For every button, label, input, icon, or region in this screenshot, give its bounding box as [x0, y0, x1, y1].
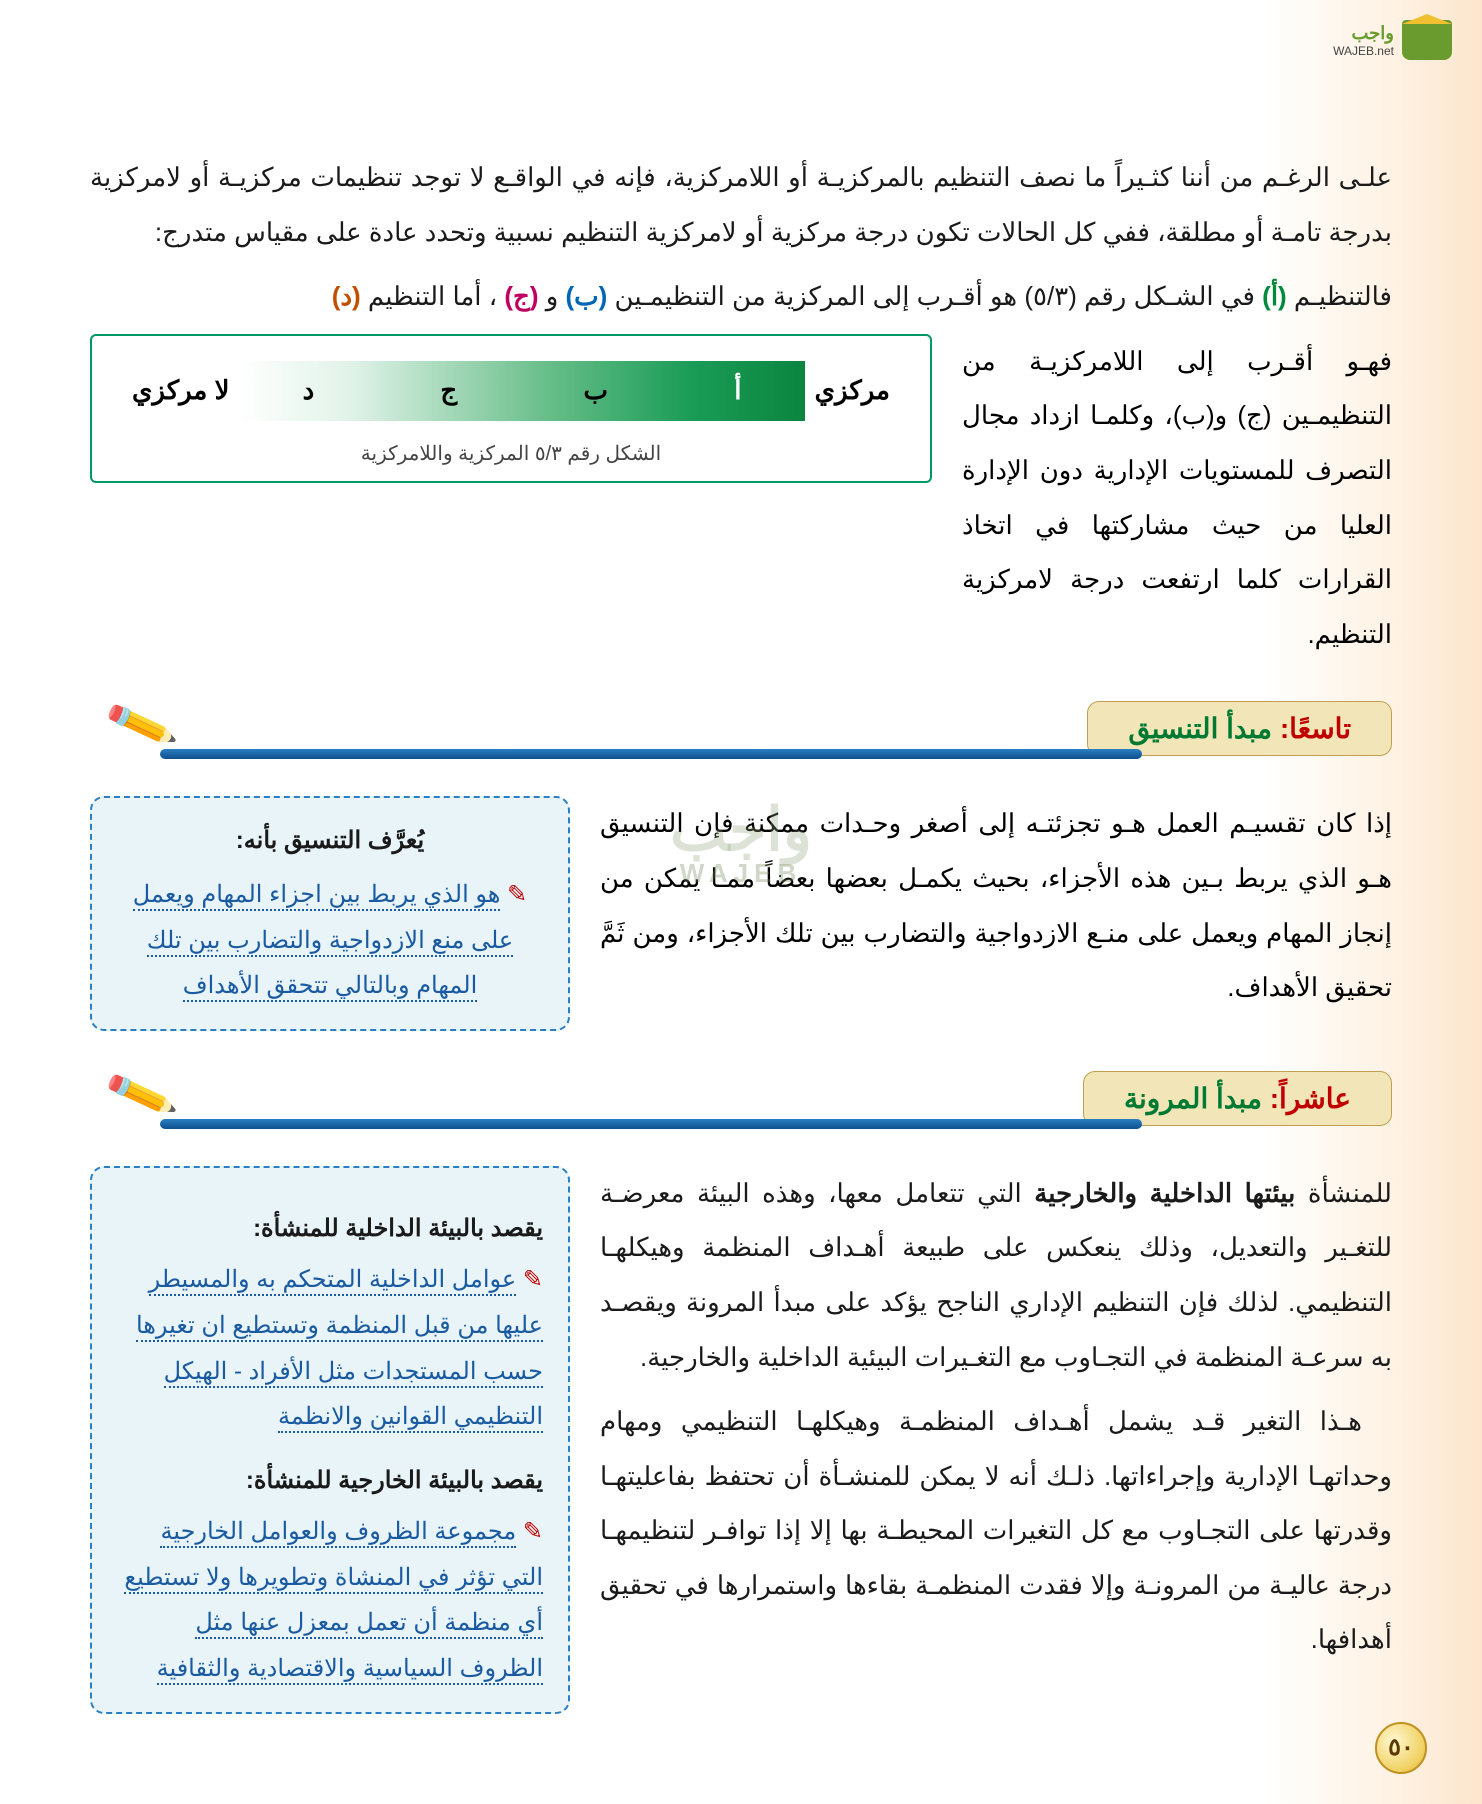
section-10-p1: للمنشأة بيئتها الداخلية والخارجية التي ت…	[600, 1166, 1392, 1384]
logo-brand-ar: واجب	[1352, 23, 1395, 43]
letter-c: ج	[440, 375, 457, 406]
label-c: (ج)	[504, 281, 538, 311]
content-area: علـى الرغـم من أننا كثـيراً ما نصف التنظ…	[90, 150, 1392, 1714]
section-10-note: يقصد بالبيئة الداخلية للمنشأة: ✎ عوامل ا…	[90, 1166, 570, 1714]
scale-bar: أ ب ج د	[239, 361, 804, 421]
separator-bar	[160, 749, 1142, 759]
letter-a: أ	[734, 375, 741, 406]
section-9-note: يُعرَّف التنسيق بأنه: ✎ هو الذي يربط بين…	[90, 796, 570, 1030]
brand-logo: واجب WAJEB.net	[1333, 20, 1452, 60]
scale-label-left: لا مركزي	[122, 375, 239, 406]
scale: مركزي أ ب ج د لا مركزي	[122, 361, 900, 421]
section-9-header: تاسعًا: مبدأ التنسيق ✏️	[90, 701, 1392, 771]
text: فالتنظيـم	[1287, 281, 1392, 311]
section-9-tab: تاسعًا: مبدأ التنسيق	[1087, 701, 1392, 756]
note-body-2: ✎ مجموعة الظروف والعوامل الخارجية التي ت…	[117, 1509, 543, 1691]
scale-letters: أ ب ج د	[239, 361, 804, 421]
bold-text: بيئتها الداخلية والخارجية	[1034, 1178, 1295, 1208]
section-10-tab: عاشراً: مبدأ المرونة	[1083, 1071, 1392, 1126]
section-10-p2: هـذا التغير قـد يشمل أهـداف المنظمـة وهي…	[600, 1394, 1392, 1667]
note-body: ✎ هو الذي يربط بين اجزاء المهام ويعمل عل…	[117, 872, 543, 1009]
label-a: (أ)	[1262, 281, 1287, 311]
text: في الشـكل رقم (٥/٣) هو أقـرب إلى المركزي…	[607, 281, 1255, 311]
section-10-name: مبدأ المرونة	[1124, 1083, 1262, 1114]
text: ، أما التنظيم	[361, 281, 497, 311]
diagram-caption: الشكل رقم ٥/٣ المركزية واللامركزية	[122, 441, 900, 466]
text: للمنشأة	[1295, 1178, 1392, 1208]
separator-bar	[160, 1119, 1142, 1129]
page-number: ٥٠	[1375, 1722, 1427, 1774]
logo-brand-en: WAJEB.net	[1333, 44, 1394, 58]
book-icon	[1402, 20, 1452, 60]
letter-d: د	[303, 375, 315, 406]
section-10-text: للمنشأة بيئتها الداخلية والخارجية التي ت…	[600, 1166, 1392, 1677]
scale-label-right: مركزي	[805, 375, 900, 406]
row-diagram: فهـو أقـرب إلى اللامركزيـة من التنظيمـين…	[90, 334, 1392, 662]
section-9-body: إذا كان تقسيـم العمل هـو تجزئتـه إلى أصغ…	[90, 796, 1392, 1030]
note-body-1: ✎ عوامل الداخلية المتحكم به والمسيطر علي…	[117, 1257, 543, 1439]
letter-b: ب	[584, 375, 608, 406]
section-9-ordinal: تاسعًا:	[1280, 713, 1351, 744]
text: و	[546, 281, 559, 311]
section-10-body: للمنشأة بيئتها الداخلية والخارجية التي ت…	[90, 1166, 1392, 1714]
section-9-text: إذا كان تقسيـم العمل هـو تجزئتـه إلى أصغ…	[600, 796, 1392, 1014]
note-text: هو الذي يربط بين اجزاء المهام ويعمل على …	[133, 881, 513, 1002]
intro-paragraph-2: فالتنظيـم (أ) في الشـكل رقم (٥/٣) هو أقـ…	[90, 269, 1392, 324]
aside-text: فهـو أقـرب إلى اللامركزيـة من التنظيمـين…	[962, 334, 1392, 662]
hand-icon: ✎	[523, 1266, 543, 1293]
note-subtitle-2: يقصد بالبيئة الخارجية للمنشأة:	[117, 1458, 543, 1504]
note-text: مجموعة الظروف والعوامل الخارجية التي تؤث…	[124, 1518, 543, 1685]
hand-icon: ✎	[523, 1518, 543, 1545]
textbook-page: واجب WAJEB.net علـى الرغـم من أننا كثـير…	[0, 0, 1482, 1804]
section-10-header: عاشراً: مبدأ المرونة ✏️	[90, 1071, 1392, 1141]
note-title: يُعرَّف التنسيق بأنه:	[117, 818, 543, 864]
centralization-diagram: مركزي أ ب ج د لا مركزي الشكل رقم ٥/٣ الم…	[90, 334, 932, 483]
section-10-ordinal: عاشراً:	[1270, 1083, 1351, 1114]
intro-paragraph-1: علـى الرغـم من أننا كثـيراً ما نصف التنظ…	[90, 150, 1392, 259]
note-text: عوامل الداخلية المتحكم به والمسيطر عليها…	[136, 1266, 543, 1433]
note-subtitle-1: يقصد بالبيئة الداخلية للمنشأة:	[117, 1206, 543, 1252]
hand-icon: ✎	[507, 881, 527, 908]
label-b: (ب)	[566, 281, 608, 311]
label-d: (د)	[332, 281, 361, 311]
logo-text-wrap: واجب WAJEB.net	[1333, 23, 1394, 58]
section-9-name: مبدأ التنسيق	[1128, 713, 1272, 744]
